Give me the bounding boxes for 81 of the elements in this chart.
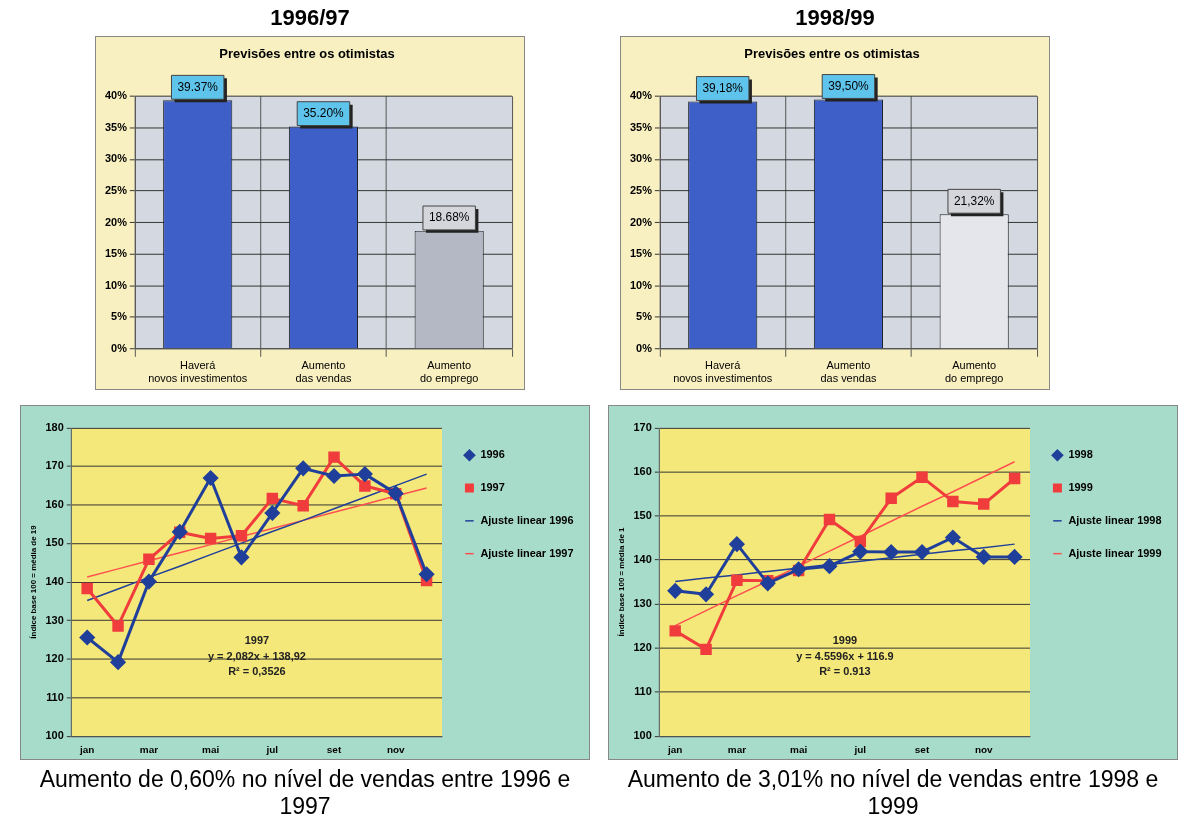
y-tick-label: 170	[45, 459, 64, 472]
y-tick-label: 160	[45, 497, 64, 510]
x-tick-label: Aumento das vendas	[295, 359, 352, 385]
y-tick-label: 0%	[636, 341, 653, 354]
y-tick-label: 160	[633, 464, 652, 477]
legend-label: Ajuste linear 1996	[480, 513, 574, 526]
y-tick-label: 110	[46, 690, 64, 703]
y-tick-label: 100	[633, 729, 652, 742]
x-tick-label: Aumento das vendas	[820, 359, 877, 385]
y-tick-label: 15%	[104, 247, 128, 260]
x-tick-label: Haverá novos investimentos	[673, 359, 773, 385]
legend-label: 1998	[1068, 448, 1093, 461]
y-tick-label: 150	[633, 508, 652, 521]
y-tick-label: 20%	[104, 215, 128, 228]
y-tick-label: 35%	[629, 120, 653, 133]
y-tick-label: 100	[45, 729, 64, 742]
chart-title: 1998/99	[794, 4, 876, 32]
y-axis-title: Índice base 100 = média de 19	[28, 524, 38, 639]
x-tick-label: Aumento do emprego	[419, 359, 479, 385]
y-tick-label: 30%	[104, 152, 128, 165]
legend-label: 1999	[1068, 481, 1093, 494]
y-tick-label: 5%	[111, 310, 128, 323]
x-tick-label: jul	[853, 743, 867, 755]
data-label: 39,50%	[828, 78, 870, 93]
data-label: 39.37%	[177, 79, 219, 94]
x-tick-label: set	[914, 743, 930, 755]
x-tick-label: mai	[790, 743, 808, 755]
text: Aumento de 3,01% no nível de vendas entre 1998 e 1999	[626, 766, 1160, 820]
x-tick-label: mar	[139, 743, 159, 755]
x-tick-label: jul	[265, 743, 279, 755]
y-tick-label: 30%	[629, 152, 653, 165]
y-tick-label: 110	[634, 685, 652, 698]
y-tick-label: 140	[633, 553, 652, 565]
annotation: 1999	[832, 633, 858, 646]
y-tick-label: 170	[633, 420, 652, 433]
legend-label: 1997	[480, 481, 505, 494]
y-tick-label: 120	[45, 652, 64, 665]
annotation: 1997	[244, 633, 270, 646]
x-tick-label: Aumento do emprego	[944, 359, 1004, 385]
chart-subtitle: Previsões entre os otimistas	[219, 46, 395, 62]
data-label: 18.68%	[428, 210, 470, 225]
y-tick-label: 130	[633, 597, 652, 610]
y-axis-title: Índice base 100 = média de 1	[616, 527, 626, 637]
x-tick-label: jan	[79, 743, 95, 755]
y-tick-label: 15%	[629, 247, 653, 260]
legend-label: Ajuste linear 1997	[480, 546, 574, 559]
x-tick-label: mar	[727, 743, 747, 755]
y-tick-label: 5%	[636, 310, 653, 323]
chart-subtitle: Previsões entre os otimistas	[744, 46, 920, 62]
annotation: R² = 0.913	[819, 665, 871, 678]
legend-label: Ajuste linear 1999	[1068, 546, 1162, 559]
data-label: 39,18%	[702, 80, 744, 95]
y-tick-label: 40%	[104, 89, 128, 102]
x-tick-label: nov	[386, 743, 406, 755]
y-tick-label: 180	[45, 420, 64, 433]
y-tick-label: 25%	[104, 183, 128, 196]
y-tick-label: 150	[45, 536, 64, 549]
legend-label: 1996	[480, 448, 505, 461]
x-tick-label: set	[326, 743, 342, 755]
y-tick-label: 120	[633, 641, 652, 654]
legend-label: Ajuste linear 1998	[1068, 513, 1162, 526]
x-tick-label: Haverá novos investimentos	[148, 359, 248, 385]
chart-title: 1996/97	[269, 4, 351, 32]
text: Aumento de 0,60% no nível de vendas entre 1996 e 1997	[38, 766, 572, 820]
annotation: y = 2,082x + 138,92	[207, 649, 306, 662]
y-tick-label: 20%	[629, 215, 653, 228]
data-label: 21,32%	[953, 193, 995, 208]
data-label: 35.20%	[303, 105, 345, 120]
annotation: y = 4.5596x + 116.9	[796, 649, 894, 662]
y-tick-label: 0%	[111, 341, 128, 354]
y-tick-label: 140	[45, 575, 64, 588]
y-tick-label: 10%	[629, 278, 653, 291]
x-tick-label: nov	[974, 743, 994, 755]
y-tick-label: 10%	[104, 278, 128, 291]
y-tick-label: 40%	[629, 89, 653, 102]
annotation: R² = 0,3526	[228, 665, 286, 678]
y-tick-label: 35%	[104, 120, 128, 133]
y-tick-label: 25%	[629, 183, 653, 196]
y-tick-label: 130	[45, 613, 64, 626]
x-tick-label: mai	[202, 743, 220, 755]
x-tick-label: jan	[667, 743, 683, 755]
